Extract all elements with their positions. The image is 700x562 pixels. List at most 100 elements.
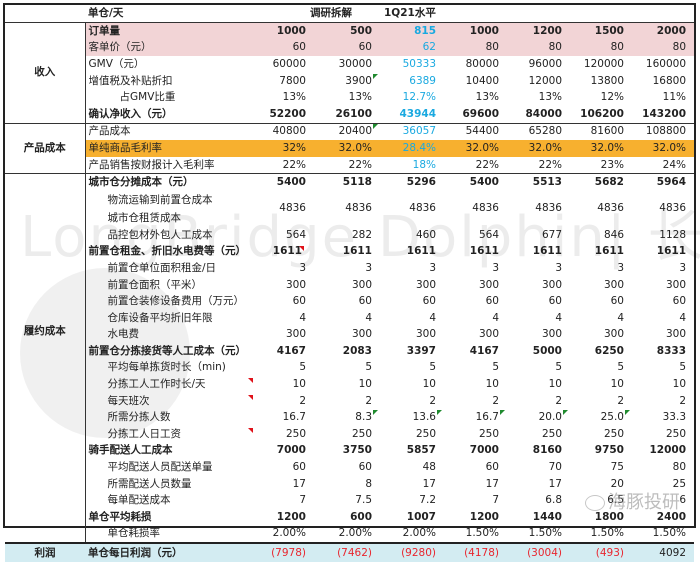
cell-value: 106200: [570, 105, 632, 124]
cell-value: 5400: [255, 174, 314, 191]
cell-value: 80: [507, 39, 570, 57]
cell-value: (4178): [444, 542, 507, 562]
cell-value: 6: [632, 492, 694, 509]
cell-value: 20: [570, 476, 632, 493]
table-row: 水电费 300 300 300 300 300 300 300: [5, 327, 694, 344]
cell-text: 36057: [402, 125, 436, 138]
cell-text: 4167: [276, 344, 306, 357]
cell-text: 10400: [465, 74, 499, 87]
cell-value: 160000: [632, 56, 694, 73]
cell-value: 2.00%: [255, 526, 314, 544]
cell-text: 300: [665, 328, 687, 341]
cell-value: 6389: [380, 73, 444, 90]
cell-value: 10: [380, 376, 444, 393]
cell-value: 60: [570, 293, 632, 310]
cell-value: 65280: [507, 123, 570, 140]
cell-text: 8333: [656, 344, 687, 357]
cell-text: 25: [672, 477, 687, 490]
cell-text: 5400: [276, 176, 306, 189]
cell-text: 13%: [348, 91, 372, 104]
cell-text: 48: [422, 461, 436, 474]
cell-text: 75: [610, 461, 624, 474]
cell-text: 16.7: [475, 410, 506, 424]
header-blank: [5, 5, 85, 23]
cell-value: 2000: [632, 22, 695, 40]
watermark-text: LongBridge Dolphin| 长桥海豚投研: [20, 205, 700, 270]
cell-value: 4: [507, 310, 570, 327]
cell-value: 11%: [632, 89, 694, 106]
cell-text: 108800: [645, 125, 687, 138]
cell-text: 8: [365, 477, 372, 490]
cell-text: 84000: [525, 107, 562, 120]
cell-text: 2: [299, 394, 306, 407]
cell-value: 43944: [380, 105, 444, 124]
cell-value: 564: [444, 227, 507, 244]
cell-text: 2: [617, 394, 624, 407]
table-row: 每单配送成本 7 7.5 7.2 7 6.8 6.5 6: [5, 492, 694, 509]
cell-value: 22%: [314, 156, 380, 175]
cell-value: 250: [507, 426, 570, 443]
cell-text: 300: [541, 278, 562, 291]
cell-text: 300: [351, 328, 372, 341]
table-row: 单仓平均耗损 1200 600 1007 1200 1440 1800 2400: [5, 509, 694, 526]
cell-value: 120000: [570, 56, 632, 73]
cell-text: 1.50%: [528, 527, 562, 540]
cell-value: 1611: [507, 244, 570, 261]
cell-text: 2: [365, 394, 372, 407]
cell-value: 10: [570, 376, 632, 393]
cell-value: 17: [255, 476, 314, 493]
cell-text: 3397: [406, 344, 436, 357]
cell-text: 5682: [594, 176, 624, 189]
row-label: 前置仓单位面积租金/日: [107, 261, 217, 274]
cell-text: 62: [422, 41, 436, 54]
cell-value: (7978): [255, 542, 314, 562]
cell-value: 250: [570, 426, 632, 443]
cell-value: 75: [570, 459, 632, 476]
cell-text: 60: [422, 295, 436, 308]
cell-text: 1007: [406, 510, 436, 523]
cell-text: 300: [478, 278, 499, 291]
row-label: 前置仓面积（平米）: [107, 278, 203, 291]
cell-text: 17: [485, 477, 499, 490]
cell-value: 22%: [255, 156, 314, 175]
cell-text: 10: [485, 378, 499, 391]
cell-value: 3: [255, 260, 314, 277]
cell-text: 10: [672, 378, 687, 391]
cell-value: 282: [314, 227, 380, 244]
cell-value: 3397: [380, 343, 444, 360]
cell-value: 2: [444, 393, 507, 410]
cell-text: 2.00%: [272, 527, 306, 540]
section-label-profit: 利润: [5, 542, 85, 562]
cell-value: 4: [632, 310, 694, 327]
cell-text: 60: [358, 41, 372, 54]
cell-value: 815: [380, 22, 444, 40]
cell-text: 60: [485, 461, 499, 474]
cell-value: 16.7: [444, 409, 507, 426]
row-label: 单仓每日利润（元）: [85, 542, 255, 562]
cell-value: 1007: [380, 509, 444, 526]
cell-text: (9280): [401, 546, 436, 559]
cell-text: 32.0%: [590, 141, 624, 154]
cell-value: 1000: [255, 22, 314, 40]
cell-value: 60: [314, 293, 380, 310]
cell-value: 1.50%: [444, 526, 507, 544]
cell-value: 1.50%: [570, 526, 632, 544]
cell-text: 60: [358, 461, 372, 474]
cell-text: 60: [610, 295, 624, 308]
header-group-research: 调研拆解: [255, 5, 380, 23]
cell-text: 3: [492, 261, 499, 274]
cell-value: 80: [570, 39, 632, 57]
cell-text: 4167: [469, 344, 499, 357]
cell-value: 5: [632, 360, 694, 377]
cell-text: 1000: [276, 24, 306, 37]
cell-value: 13%: [444, 89, 507, 106]
cell-text: 8160: [532, 444, 562, 457]
cell-text: 3: [429, 261, 436, 274]
cell-text: 23%: [600, 158, 624, 171]
cell-value: 4836: [507, 191, 570, 227]
cell-value: 10: [632, 376, 694, 393]
cell-text: 28.4%: [402, 141, 436, 154]
cell-value: 12%: [570, 89, 632, 106]
cell-text: 250: [285, 427, 306, 440]
cell-value: 7.2: [380, 492, 444, 509]
